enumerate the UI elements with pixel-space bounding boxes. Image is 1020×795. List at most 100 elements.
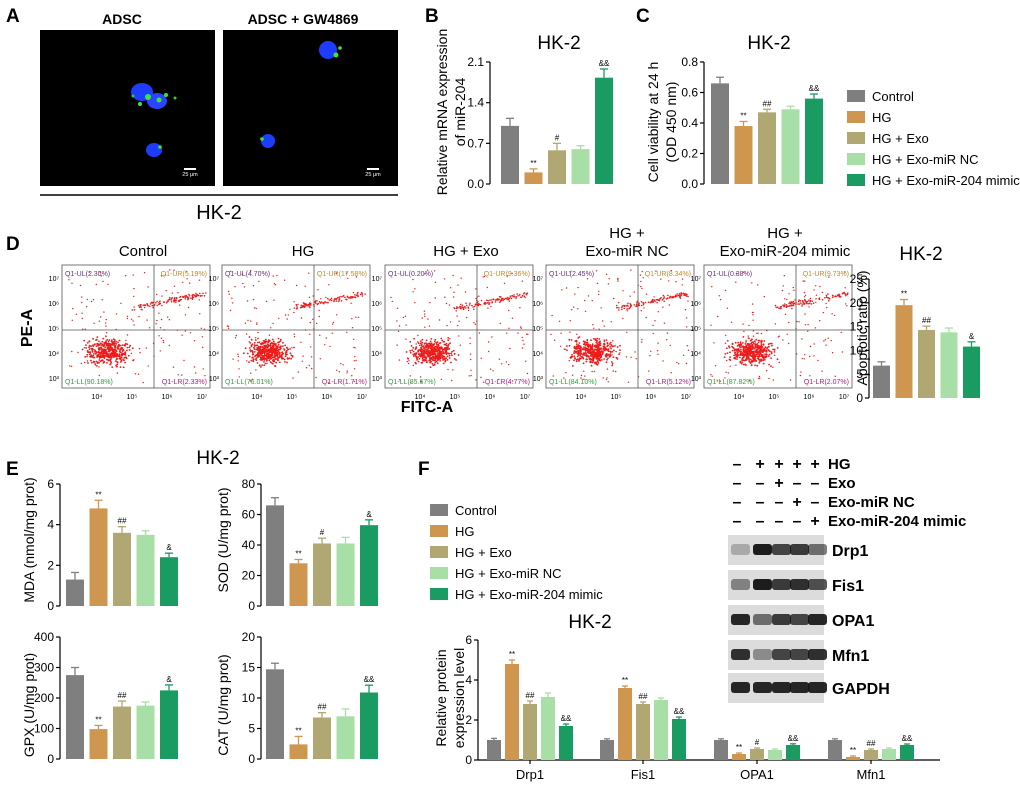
flow-dot: [111, 350, 114, 353]
flow-dot: [110, 355, 113, 358]
legend-f-swatch: [430, 525, 448, 537]
flow-dot: [297, 371, 299, 373]
flow-dot: [756, 343, 759, 345]
flow-dot: [808, 306, 810, 308]
flow-dot: [434, 281, 437, 284]
flow-dot: [641, 287, 643, 290]
flow-dot: [423, 347, 426, 349]
blot-band: [772, 682, 791, 693]
flow-dot: [98, 361, 100, 364]
flow-dot: [743, 363, 745, 366]
flow-dot: [132, 320, 134, 322]
flow-dot: [824, 297, 826, 299]
flow-dot: [115, 340, 117, 343]
e2-ytick-label: 100: [34, 722, 54, 736]
flow-dot: [460, 277, 462, 279]
flow-dot: [156, 300, 158, 303]
blot-sign: +: [755, 456, 764, 473]
flow-dot: [617, 301, 620, 304]
flow-dot: [431, 362, 434, 365]
flow-dot: [307, 303, 309, 306]
flow-dot: [809, 297, 812, 300]
flow-dot: [754, 343, 757, 346]
flow-dot: [258, 341, 261, 344]
flow-dot: [89, 352, 92, 354]
flow-dot: [483, 302, 485, 305]
flow-dot: [421, 350, 424, 353]
flow-dot: [492, 370, 494, 372]
flow-dot: [603, 339, 605, 341]
flow-dot: [748, 360, 750, 362]
flow-dot: [399, 379, 401, 381]
flow-dot: [834, 295, 837, 297]
flow-dot: [431, 353, 433, 356]
flow-dot: [606, 354, 609, 357]
flow-dot: [741, 357, 744, 360]
flow-dot: [248, 341, 250, 343]
flow-dot: [160, 337, 163, 339]
flow-dot: [638, 303, 640, 306]
flow-dot: [86, 341, 89, 344]
d-bar: [918, 329, 935, 398]
flow-dot: [165, 289, 167, 292]
flow-dot: [90, 347, 93, 350]
flow-dot: [593, 370, 595, 373]
flow-dot: [173, 298, 176, 300]
flow-dot: [607, 283, 610, 285]
flow-dot: [284, 355, 287, 358]
flow-dot: [467, 309, 470, 312]
flow-dot: [449, 321, 452, 323]
flow-dot: [805, 302, 808, 305]
flow-dot: [164, 274, 167, 276]
flow-dot: [600, 354, 603, 357]
flow-dot: [193, 294, 195, 296]
flow-dot: [264, 347, 266, 350]
flow-dot: [613, 297, 615, 300]
flow-dot: [300, 304, 303, 307]
d-ytick-label: 25: [850, 272, 864, 286]
flow-dot: [110, 352, 112, 355]
flow-dot: [605, 378, 608, 381]
flow-dot: [753, 355, 756, 358]
flow-dot: [300, 341, 302, 343]
flow-dot: [834, 375, 836, 377]
flow-dot: [745, 339, 747, 341]
flow-dot: [456, 315, 458, 317]
flow-dot: [597, 352, 600, 355]
flow-dot: [272, 351, 275, 353]
flow-dot: [592, 354, 594, 356]
flow-dot: [105, 335, 107, 338]
flow-dot: [402, 316, 405, 319]
d-significance: **: [901, 289, 907, 298]
flow-dot: [515, 296, 518, 298]
flow-dot: [408, 360, 410, 362]
flow-dot: [102, 351, 104, 353]
flow-dot: [746, 354, 748, 357]
flow-dot: [590, 355, 593, 357]
flow-dot: [103, 311, 105, 313]
panel-c-title: HK-2: [747, 33, 790, 54]
flow-dot: [242, 282, 244, 285]
f-bar: [505, 664, 519, 760]
flow-dot: [747, 352, 750, 355]
flow-quadrant-ll: Q1-LL(84.10%): [549, 379, 597, 386]
c-significance: &&: [809, 84, 820, 93]
flow-dot: [764, 353, 766, 355]
flow-dot: [475, 288, 477, 290]
flow-dot: [93, 361, 95, 364]
flow-dot: [421, 317, 423, 319]
flow-dot: [449, 342, 451, 344]
flow-ytick-label: 10⁵: [208, 326, 219, 333]
flow-dot: [274, 358, 276, 360]
flow-dot: [600, 359, 603, 361]
flow-dot: [120, 356, 122, 359]
blot-band: [753, 682, 772, 693]
flow-dot: [99, 271, 101, 273]
flow-dot: [480, 357, 482, 359]
flow-dot: [457, 324, 459, 327]
flow-dot: [101, 299, 103, 301]
flow-dot: [101, 340, 104, 343]
blot-label: Mfn1: [832, 648, 869, 665]
flow-dot: [420, 381, 422, 383]
